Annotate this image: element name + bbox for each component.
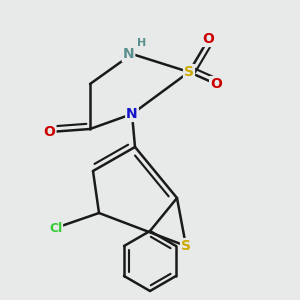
Text: N: N bbox=[123, 47, 134, 61]
Text: Cl: Cl bbox=[49, 221, 62, 235]
Text: O: O bbox=[44, 125, 56, 139]
Text: N: N bbox=[126, 107, 138, 121]
Text: S: S bbox=[181, 239, 191, 253]
Text: O: O bbox=[202, 32, 214, 46]
Text: H: H bbox=[137, 38, 146, 49]
Text: O: O bbox=[210, 77, 222, 91]
Text: S: S bbox=[184, 65, 194, 79]
